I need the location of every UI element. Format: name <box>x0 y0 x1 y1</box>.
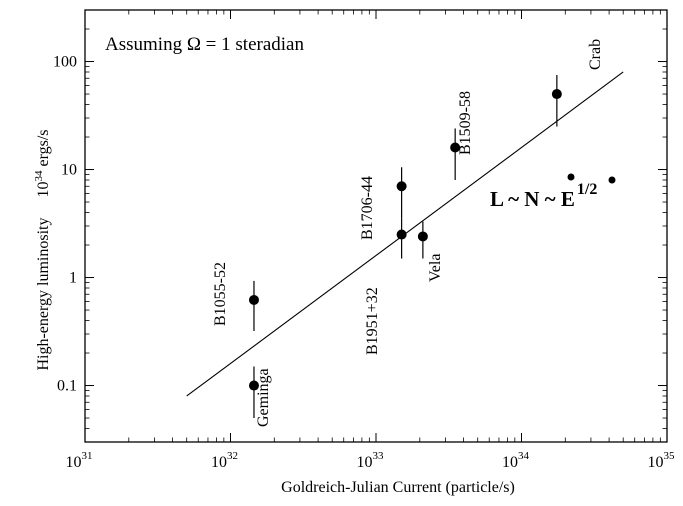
relation-label: L ~ N ~ E 1/2 <box>490 173 616 211</box>
x-axis-title: Goldreich-Julian Current (particle/s) <box>281 479 515 496</box>
data-point <box>417 231 428 242</box>
point-labels: Crab B1509-58 B1706-44 B1951+32 Vela B1055-52… <box>212 39 604 427</box>
y-axis-unit-rest: ergs/s <box>35 129 52 170</box>
y-tick-label: 1 <box>69 270 77 287</box>
error-bars <box>253 75 558 419</box>
y-tick-label: 0.1 <box>57 378 77 395</box>
y-axis-title: High-energy luminosity 1034 ergs/s <box>33 129 52 370</box>
y-tick-label: 100 <box>53 54 77 71</box>
point-label: Vela <box>427 254 444 282</box>
x-tick-labels: 1031 1032 1033 1034 1035 <box>66 450 676 471</box>
y-axis-unit-base: 10 <box>35 182 52 198</box>
relation-dot-e <box>608 176 616 184</box>
point-label: B1055-52 <box>212 262 229 326</box>
svg-text:High-energy luminosity 1: High-energy luminosity 1034 ergs/s <box>33 129 52 370</box>
y-axis-label: High-energy luminosity <box>35 218 52 371</box>
point-label: Geminga <box>255 368 272 427</box>
data-point <box>248 294 259 305</box>
x-tick-label: 1032 <box>211 450 238 471</box>
data-point <box>396 181 407 192</box>
relation-main: L ~ N ~ E <box>490 187 575 211</box>
axis-ticks <box>84 9 668 443</box>
y-tick-labels: 0.1 1 10 100 <box>53 54 77 395</box>
relation-exp: 1/2 <box>577 181 597 198</box>
y-axis-unit-exp: 34 <box>33 170 45 182</box>
data-point <box>396 229 407 240</box>
svg-text:L ~ N ~ E1/2: L ~ N ~ E 1/2 <box>490 181 597 211</box>
y-tick-label: 10 <box>61 162 77 179</box>
data-point <box>450 142 461 153</box>
data-points <box>248 89 562 391</box>
point-label: Crab <box>587 39 604 70</box>
annotation-text: Assuming Ω = 1 steradian <box>105 34 304 55</box>
plot-frame <box>84 9 668 443</box>
x-tick-label: 1031 <box>66 450 93 471</box>
point-label: B1509-58 <box>457 91 474 155</box>
relation-dot-n <box>567 173 575 181</box>
point-label: B1706-44 <box>359 176 376 240</box>
x-tick-label: 1033 <box>357 450 385 471</box>
data-point <box>551 89 562 100</box>
data-point <box>248 380 259 391</box>
point-label: B1951+32 <box>364 287 381 355</box>
x-tick-label: 1034 <box>502 450 530 471</box>
x-tick-label: 1035 <box>648 450 676 471</box>
